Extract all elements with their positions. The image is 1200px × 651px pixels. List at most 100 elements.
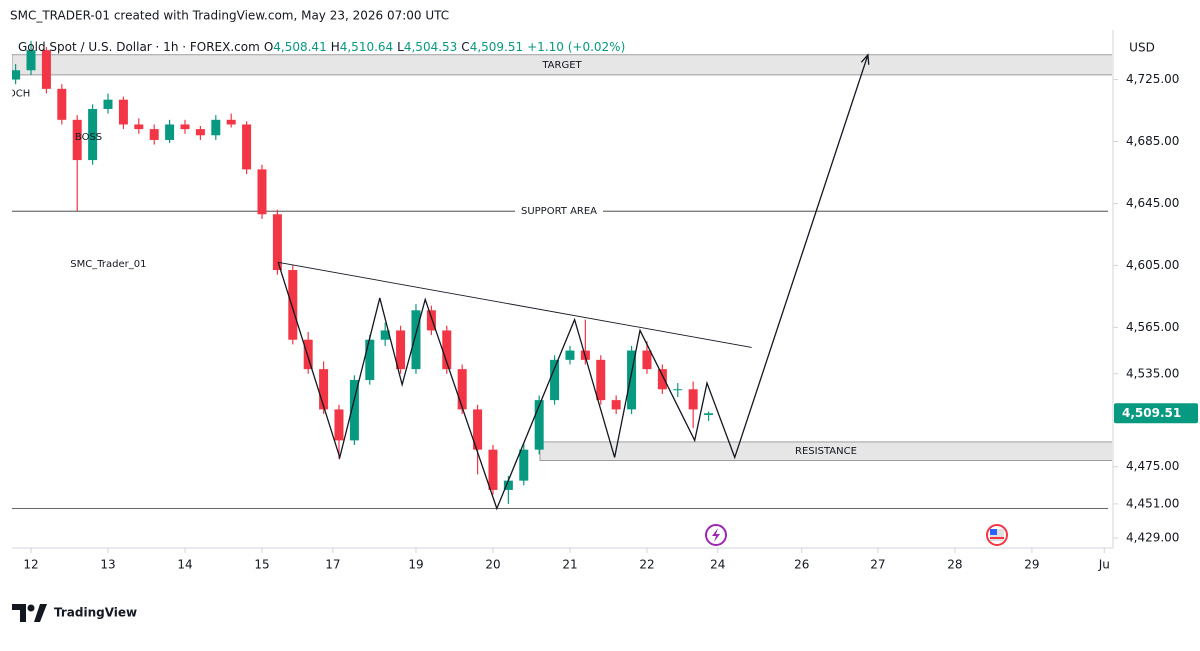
x-tick-label: Ju — [1098, 558, 1110, 572]
candle-body — [257, 169, 267, 215]
x-tick-label: 14 — [177, 558, 192, 572]
candle-body — [473, 409, 483, 450]
y-tick-label: 4,475.00 — [1126, 459, 1179, 473]
candle-body — [288, 270, 298, 340]
zigzag — [277, 54, 869, 511]
candle-body — [396, 330, 406, 370]
header: SMC_TRADER-01 created with TradingView.c… — [10, 9, 449, 23]
candle-body — [519, 449, 529, 481]
candle-body — [272, 214, 282, 271]
annotation: OCH — [8, 88, 30, 99]
x-tick-label: 26 — [794, 558, 809, 572]
candle-body — [195, 129, 205, 136]
zone — [539, 441, 1112, 461]
legend-key: H — [331, 40, 340, 54]
y-tick-label: 4,565.00 — [1126, 320, 1179, 334]
candle-body — [426, 310, 436, 331]
candle-body — [688, 389, 698, 410]
legend-change: +1.10 (+0.02%) — [527, 40, 625, 54]
zone — [12, 54, 1112, 76]
candle-body — [334, 409, 344, 441]
candle-body — [103, 99, 113, 109]
candle-body — [41, 50, 51, 89]
legend-close: 4,509.51 — [470, 40, 523, 54]
y-tick-label: 4,645.00 — [1126, 196, 1179, 210]
price-tag-label: 4,509.51 — [1122, 406, 1181, 420]
legend-high: 4,510.64 — [340, 40, 393, 54]
candle-body — [349, 379, 359, 441]
candle-body — [134, 124, 144, 130]
candle-body — [565, 350, 575, 360]
candle-body — [411, 310, 421, 370]
y-tick-label: 4,535.00 — [1126, 366, 1179, 380]
x-tick-label: 29 — [1024, 558, 1039, 572]
y-tick-label: 4,451.00 — [1126, 496, 1179, 510]
arrow-head — [860, 53, 870, 65]
candle-body — [550, 359, 560, 401]
candle-body — [319, 369, 329, 410]
legend-key: O — [264, 40, 273, 54]
x-tick-label: 12 — [23, 558, 38, 572]
candle-body — [211, 119, 221, 136]
zone-label: TARGET — [541, 60, 582, 71]
candle-body — [165, 124, 175, 140]
logo — [12, 604, 47, 622]
candle-body — [534, 400, 544, 450]
candle-body — [242, 124, 252, 170]
x-tick-label: 20 — [485, 558, 500, 572]
x-tick-label: 27 — [870, 558, 885, 572]
candle-body — [26, 50, 36, 71]
price-tag — [1114, 403, 1198, 424]
candle-body — [118, 99, 128, 125]
candle-body — [72, 119, 82, 161]
legend-open: 4,508.41 — [273, 40, 326, 54]
candle-body — [365, 339, 375, 380]
x-tick-label: 22 — [639, 558, 654, 572]
symbol: Gold Spot / U.S. Dollar · 1h · FOREX.com — [18, 40, 260, 54]
currency: USD — [1129, 41, 1155, 55]
candle-body — [704, 413, 714, 415]
level-label-bg — [515, 204, 603, 219]
event-icon — [705, 524, 727, 546]
brand: TradingView — [54, 606, 137, 620]
x-tick-label: 17 — [325, 558, 340, 572]
candle-body — [611, 400, 621, 410]
trend-line — [278, 261, 752, 348]
y-tick-label: 4,605.00 — [1126, 258, 1179, 272]
annotation: BOSS — [75, 132, 102, 143]
candle-body — [57, 88, 67, 120]
x-tick-label: 24 — [710, 558, 725, 572]
candle-body — [149, 129, 159, 140]
candle-body — [12, 70, 21, 80]
y-tick-label: 4,429.00 — [1126, 530, 1179, 544]
candle-body — [657, 369, 667, 390]
legend-low: 4,504.53 — [404, 40, 457, 54]
x-tick-label: 28 — [947, 558, 962, 572]
y-tick-label: 4,725.00 — [1126, 72, 1179, 86]
x-tick-label: 21 — [562, 558, 577, 572]
candle-body — [503, 480, 513, 490]
candle-body — [88, 108, 98, 161]
legend: Gold Spot / U.S. Dollar · 1h · FOREX.com… — [18, 40, 625, 54]
candle-body — [226, 119, 236, 125]
x-tick-label: 15 — [254, 558, 269, 572]
y-tick-label: 4,685.00 — [1126, 134, 1179, 148]
candle-body — [180, 124, 190, 130]
level-label: SUPPORT AREA — [521, 206, 597, 217]
candle-body — [673, 389, 683, 391]
flag-icon — [986, 524, 1008, 546]
candle-body — [457, 369, 467, 410]
zone-label: RESISTANCE — [795, 446, 857, 457]
candle-body — [380, 330, 390, 340]
legend-key: L — [397, 40, 404, 54]
x-tick-label: 19 — [408, 558, 423, 572]
candle-body — [642, 350, 652, 370]
candle-body — [303, 339, 313, 370]
legend-key: C — [461, 40, 469, 54]
candle-body — [442, 330, 452, 370]
candle-body — [596, 359, 606, 401]
x-tick-label: 13 — [100, 558, 115, 572]
